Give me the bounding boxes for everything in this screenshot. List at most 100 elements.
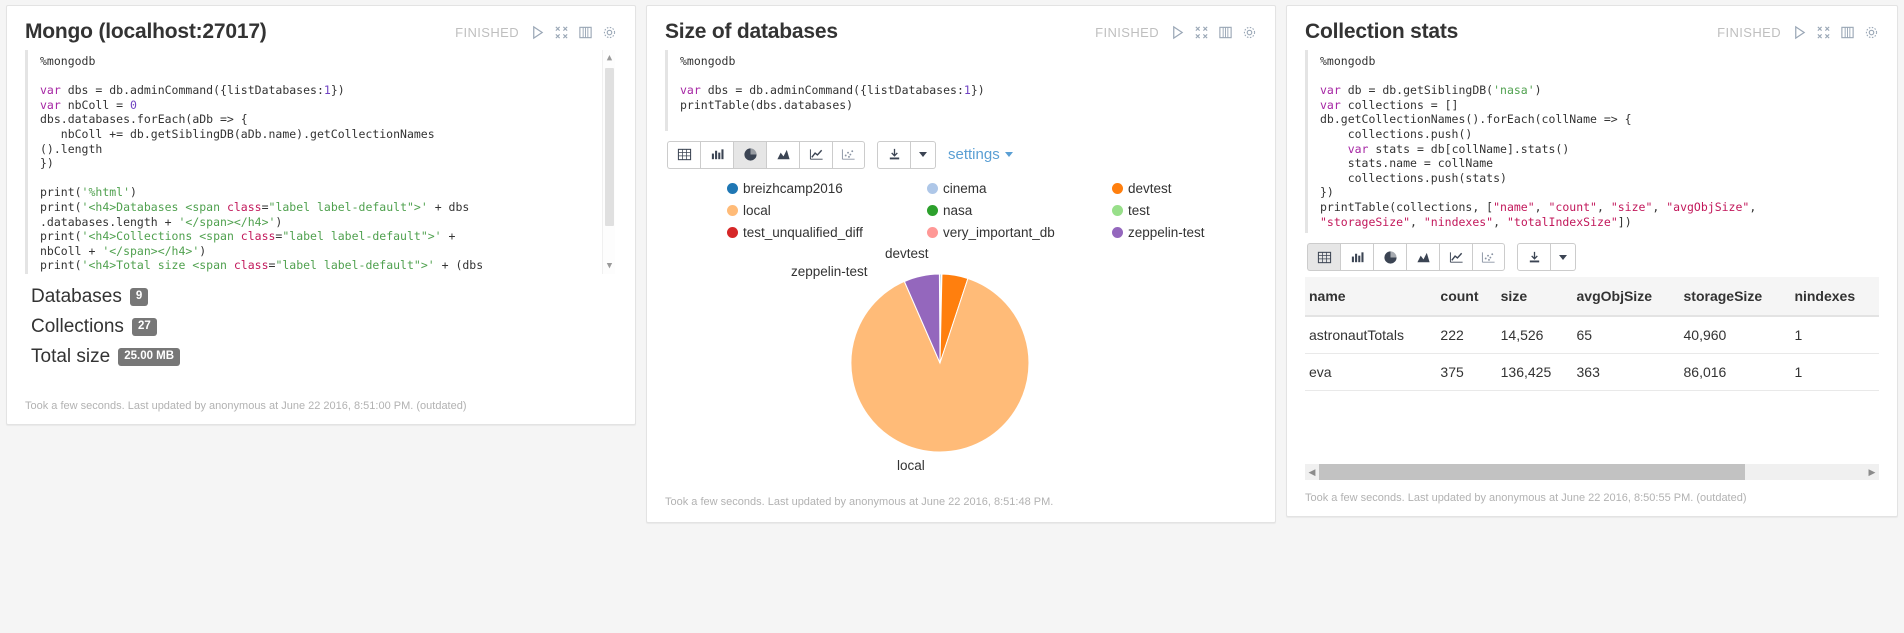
paragraph-footer: Took a few seconds. Last updated by anon… <box>665 496 1054 508</box>
column-header-name[interactable]: name <box>1305 277 1437 318</box>
result-label: Collections <box>31 316 124 337</box>
result-line: Collections 27 <box>31 316 617 338</box>
scroll-down-icon[interactable]: ▼ <box>606 261 613 271</box>
paragraph-controls: FINISHED <box>1095 25 1257 40</box>
download-group <box>877 140 936 169</box>
column-header-nindexes[interactable]: nindexes <box>1790 277 1879 318</box>
settings-toggle[interactable]: settings <box>948 146 1013 163</box>
table-horizontal-scrollbar[interactable]: ◀ ▶ <box>1305 464 1879 480</box>
result-label: Databases <box>31 286 122 307</box>
paragraph-header: Mongo (localhost:27017) FINISHED <box>25 20 617 44</box>
editor-scrollbar[interactable]: ▲ ▼ <box>602 50 615 274</box>
chart-legend: breizhcamp2016 cinema devtest local nasa… <box>727 181 1257 240</box>
scrollbar-thumb[interactable] <box>605 68 614 226</box>
paragraph-header: Size of databases FINISHED <box>665 20 1257 44</box>
scroll-left-icon[interactable]: ◀ <box>1308 466 1316 477</box>
download-group <box>1517 243 1576 272</box>
viz-button-pie[interactable] <box>733 140 766 169</box>
viz-button-scatter[interactable] <box>1472 243 1505 272</box>
cell-storagesize: 40,960 <box>1679 316 1791 355</box>
legend-swatch <box>727 226 738 238</box>
legend-item[interactable]: local <box>727 203 927 218</box>
paragraph-footer: Took a few seconds. Last updated by anon… <box>1305 492 1747 504</box>
book-icon[interactable] <box>578 25 593 40</box>
book-icon[interactable] <box>1840 25 1855 40</box>
paragraph-mongo: Mongo (localhost:27017) FINISHED %mongod… <box>6 5 636 425</box>
legend-label: very_important_db <box>943 224 1055 240</box>
settings-label: settings <box>948 146 1000 164</box>
download-icon[interactable] <box>1517 243 1551 272</box>
viz-button-area[interactable] <box>766 140 799 169</box>
viz-button-table[interactable] <box>667 140 700 169</box>
download-dropdown-caret[interactable] <box>911 140 936 169</box>
minimize-icon[interactable] <box>554 25 569 40</box>
gear-icon[interactable] <box>1864 25 1879 40</box>
column-header-size[interactable]: size <box>1496 277 1573 318</box>
legend-swatch <box>727 182 738 194</box>
page-title: Mongo (localhost:27017) <box>25 20 267 43</box>
legend-item[interactable]: nasa <box>927 203 1112 218</box>
status-badge: FINISHED <box>1095 24 1159 40</box>
run-icon[interactable] <box>530 25 545 40</box>
scrollbar-thumb[interactable] <box>1319 464 1745 480</box>
paragraph-collection-stats: Collection stats FINISHED %mongodb var d… <box>1286 5 1898 517</box>
cell-name: eva <box>1305 353 1437 392</box>
legend-item[interactable]: devtest <box>1112 181 1257 196</box>
legend-item[interactable]: breizhcamp2016 <box>727 181 927 196</box>
legend-label: local <box>743 202 771 218</box>
book-icon[interactable] <box>1218 25 1233 40</box>
viz-button-bar[interactable] <box>700 140 733 169</box>
download-icon[interactable] <box>877 140 911 169</box>
viz-button-scatter[interactable] <box>832 140 865 169</box>
legend-item[interactable]: cinema <box>927 181 1112 196</box>
code-editor[interactable]: %mongodb var dbs = db.adminCommand({list… <box>665 50 1257 131</box>
chevron-down-icon <box>1559 254 1567 260</box>
pie-label-local: local <box>897 457 925 473</box>
minimize-icon[interactable] <box>1816 25 1831 40</box>
viz-button-bar[interactable] <box>1340 243 1373 272</box>
legend-item[interactable]: test_unqualified_diff <box>727 225 927 240</box>
legend-label: breizhcamp2016 <box>743 180 843 196</box>
legend-item[interactable]: test <box>1112 203 1257 218</box>
legend-swatch <box>927 182 938 194</box>
table-row: eva 375 136,425 363 86,016 1 <box>1305 353 1879 392</box>
cell-nindexes: 1 <box>1790 316 1879 355</box>
column-header-avgobjsize[interactable]: avgObjSize <box>1572 277 1680 318</box>
minimize-icon[interactable] <box>1194 25 1209 40</box>
table-header-row: name count size avgObjSize storageSize n… <box>1305 277 1879 318</box>
legend-item[interactable]: zeppelin-test <box>1112 225 1257 240</box>
scroll-up-icon[interactable]: ▲ <box>606 53 613 63</box>
result-badge: 25.00 MB <box>118 347 181 367</box>
legend-label: zeppelin-test <box>1128 224 1205 240</box>
cell-size: 14,526 <box>1496 316 1573 355</box>
legend-label: nasa <box>943 202 973 218</box>
viz-button-line[interactable] <box>799 140 832 169</box>
legend-label: devtest <box>1128 180 1172 196</box>
legend-swatch <box>1112 226 1123 238</box>
paragraph-footer: Took a few seconds. Last updated by anon… <box>25 400 467 412</box>
scroll-right-icon[interactable]: ▶ <box>1868 466 1876 477</box>
viz-button-area[interactable] <box>1406 243 1439 272</box>
cell-avgobjsize: 363 <box>1572 353 1680 392</box>
page-title: Collection stats <box>1305 20 1459 43</box>
viz-button-table[interactable] <box>1307 243 1340 272</box>
download-dropdown-caret[interactable] <box>1551 243 1576 272</box>
column-header-count[interactable]: count <box>1436 277 1497 318</box>
code-editor[interactable]: %mongodb var dbs = db.adminCommand({list… <box>25 50 617 274</box>
code-text: %mongodb var dbs = db.adminCommand({list… <box>40 54 484 274</box>
legend-swatch <box>927 226 938 238</box>
legend-item[interactable]: very_important_db <box>927 225 1112 240</box>
code-editor[interactable]: %mongodb var db = db.getSiblingDB('nasa'… <box>1305 50 1879 234</box>
column-header-storagesize[interactable]: storageSize <box>1679 277 1791 318</box>
gear-icon[interactable] <box>1242 25 1257 40</box>
pie-chart: devtest zeppelin-test local <box>665 246 1257 482</box>
run-icon[interactable] <box>1792 25 1807 40</box>
cell-name: astronautTotals <box>1305 316 1437 355</box>
scrollbar-track[interactable] <box>1319 464 1865 480</box>
gear-icon[interactable] <box>602 25 617 40</box>
legend-label: test <box>1128 202 1150 218</box>
viz-button-pie[interactable] <box>1373 243 1406 272</box>
legend-swatch <box>927 204 938 216</box>
run-icon[interactable] <box>1170 25 1185 40</box>
viz-button-line[interactable] <box>1439 243 1472 272</box>
